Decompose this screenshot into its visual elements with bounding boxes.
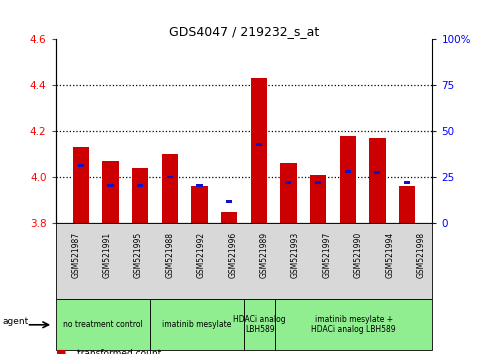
Bar [72, 147, 89, 223]
Title: GDS4047 / 219232_s_at: GDS4047 / 219232_s_at [169, 25, 319, 38]
Text: GSM521993: GSM521993 [291, 232, 300, 278]
Bar [256, 143, 262, 146]
Text: imatinib mesylate +
HDACi analog LBH589: imatinib mesylate + HDACi analog LBH589 [312, 315, 396, 335]
Bar [162, 154, 178, 223]
Bar [315, 181, 321, 184]
Text: ■: ■ [56, 349, 66, 354]
Text: HDACi analog
LBH589: HDACi analog LBH589 [233, 315, 286, 335]
Text: agent: agent [2, 317, 28, 326]
Bar [251, 78, 267, 223]
Text: GSM521996: GSM521996 [228, 232, 237, 278]
Text: GSM521991: GSM521991 [103, 232, 112, 278]
Bar [167, 176, 173, 178]
Text: transformed count: transformed count [77, 349, 161, 354]
Text: GSM521997: GSM521997 [323, 232, 331, 278]
Text: GSM521987: GSM521987 [71, 232, 80, 278]
Text: GSM521988: GSM521988 [165, 232, 174, 278]
Text: GSM521990: GSM521990 [354, 232, 363, 278]
Text: GSM521994: GSM521994 [385, 232, 394, 278]
Bar [399, 186, 415, 223]
Bar [280, 163, 297, 223]
Bar [132, 168, 148, 223]
Bar [102, 161, 119, 223]
Bar [374, 171, 381, 174]
Bar [344, 170, 351, 173]
Text: GSM521995: GSM521995 [134, 232, 143, 278]
Bar [107, 184, 114, 187]
Bar [226, 200, 232, 202]
Bar [196, 184, 202, 187]
Bar [221, 212, 237, 223]
Text: imatinib mesylate: imatinib mesylate [162, 320, 231, 329]
Bar [404, 181, 410, 184]
Bar [137, 184, 143, 187]
Text: GSM521992: GSM521992 [197, 232, 206, 278]
Bar [310, 175, 326, 223]
Text: GSM521998: GSM521998 [417, 232, 426, 278]
Text: GSM521989: GSM521989 [260, 232, 269, 278]
Bar [285, 181, 292, 184]
Bar [78, 164, 84, 167]
Bar [340, 136, 356, 223]
Text: no treatment control: no treatment control [63, 320, 142, 329]
Bar [191, 186, 208, 223]
Bar [369, 138, 385, 223]
